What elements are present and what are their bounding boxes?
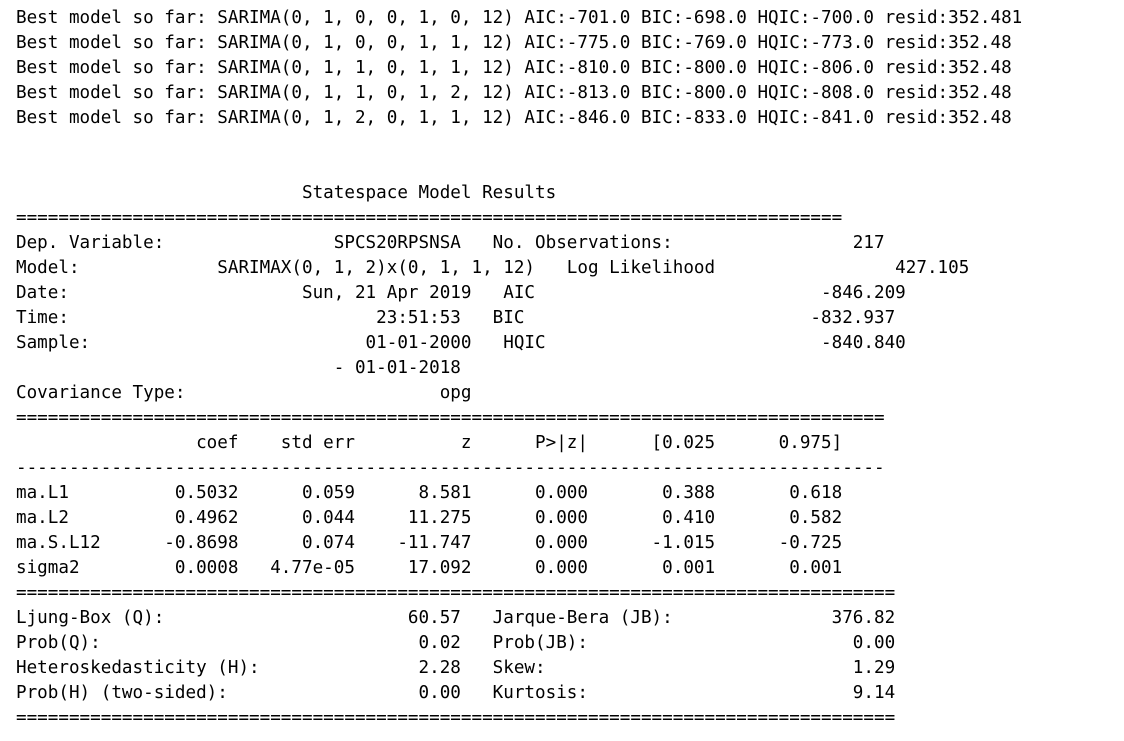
summary-info-row: - 01-01-2018	[16, 358, 896, 378]
diagnostics-row: Ljung-Box (Q): 60.57 Jarque-Bera (JB): 3…	[16, 608, 896, 628]
diagnostics-row: Heteroskedasticity (H): 2.28 Skew: 1.29	[16, 658, 896, 678]
search-line: Best model so far: SARIMA(0, 1, 1, 0, 1,…	[16, 83, 1012, 103]
search-line: Best model so far: SARIMA(0, 1, 0, 0, 1,…	[16, 8, 1023, 28]
summary-info-row: Time: 23:51:53 BIC -832.937	[16, 308, 896, 328]
diagnostics-row: Prob(Q): 0.02 Prob(JB): 0.00	[16, 633, 896, 653]
summary-divider: ----------------------------------------…	[16, 458, 885, 478]
summary-info-row: Date: Sun, 21 Apr 2019 AIC -846.209	[16, 283, 906, 303]
coef-table-row: ma.S.L12 -0.8698 0.074 -11.747 0.000 -1.…	[16, 533, 843, 553]
search-line: Best model so far: SARIMA(0, 1, 2, 0, 1,…	[16, 108, 1012, 128]
summary-title: Statespace Model Results	[16, 183, 843, 203]
summary-info-row: Covariance Type: opg	[16, 383, 906, 403]
model-summary: Statespace Model Results ===============…	[16, 181, 969, 731]
coef-table-row: sigma2 0.0008 4.77e-05 17.092 0.000 0.00…	[16, 558, 843, 578]
coef-table-row: ma.L2 0.4962 0.044 11.275 0.000 0.410 0.…	[16, 508, 843, 528]
summary-info-row: Sample: 01-01-2000 HQIC -840.840	[16, 333, 906, 353]
coef-table-header: coef std err z P>|z| [0.025 0.975]	[16, 433, 843, 453]
console-output: Best model so far: SARIMA(0, 1, 0, 0, 1,…	[16, 6, 1022, 193]
spacer	[16, 131, 1022, 156]
summary-divider: ========================================…	[16, 208, 843, 228]
search-line: Best model so far: SARIMA(0, 1, 0, 0, 1,…	[16, 33, 1012, 53]
summary-divider: ========================================…	[16, 583, 896, 603]
summary-info-row: Dep. Variable: SPCS20RPSNSA No. Observat…	[16, 233, 885, 253]
coef-table-row: ma.L1 0.5032 0.059 8.581 0.000 0.388 0.6…	[16, 483, 843, 503]
summary-divider: ========================================…	[16, 708, 896, 728]
diagnostics-row: Prob(H) (two-sided): 0.00 Kurtosis: 9.14	[16, 683, 896, 703]
summary-info-row: Model: SARIMAX(0, 1, 2)x(0, 1, 1, 12) Lo…	[16, 258, 970, 278]
summary-divider: ========================================…	[16, 408, 885, 428]
search-line: Best model so far: SARIMA(0, 1, 1, 0, 1,…	[16, 58, 1012, 78]
